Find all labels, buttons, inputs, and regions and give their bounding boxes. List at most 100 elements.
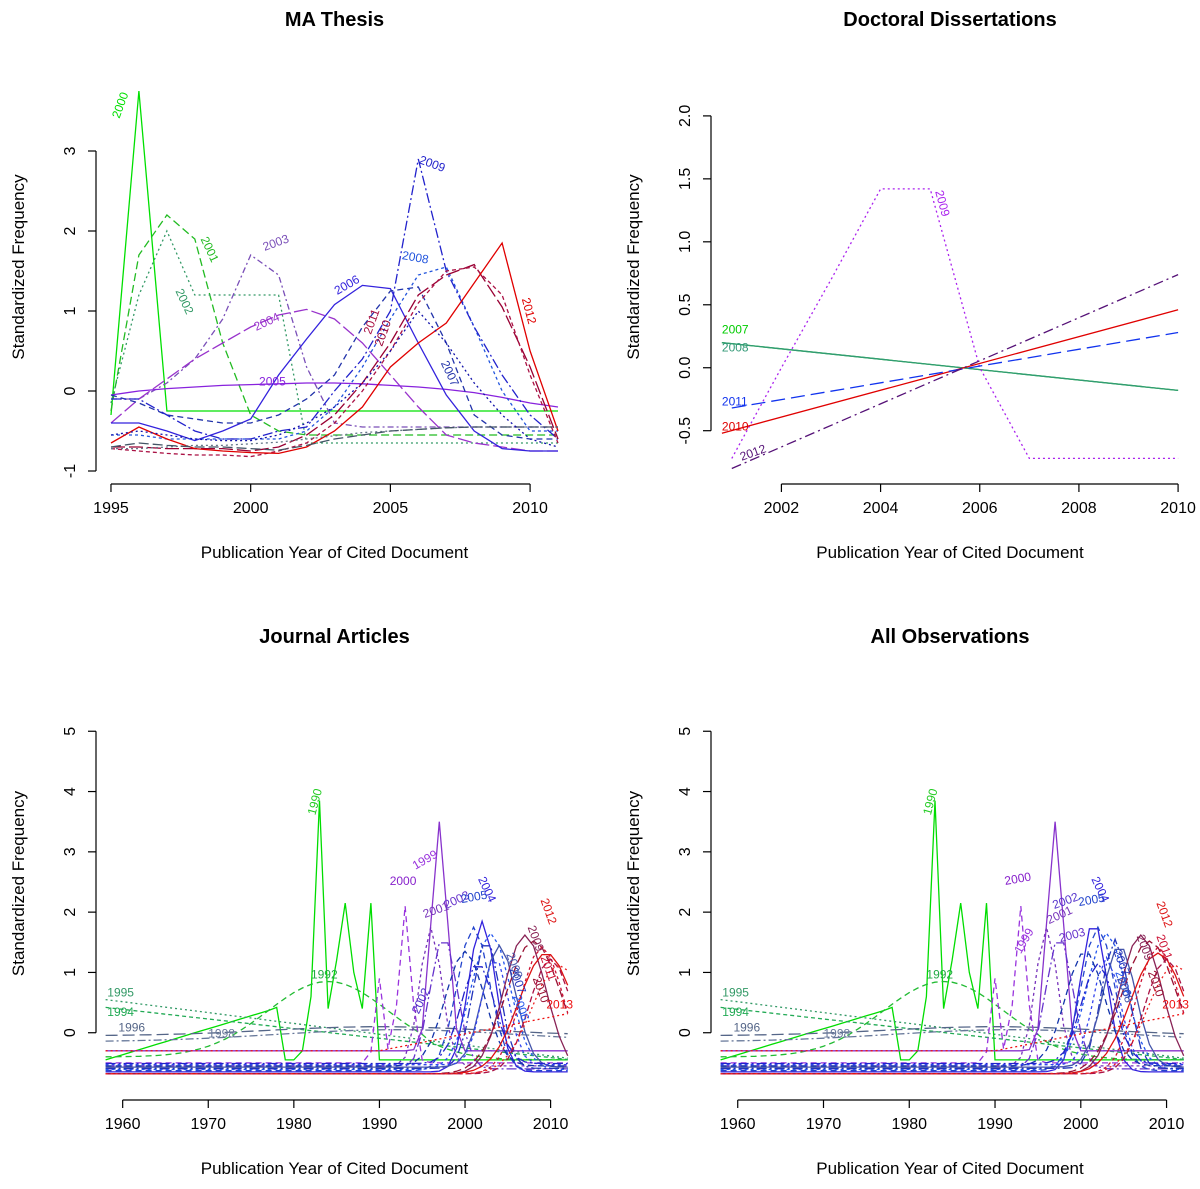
series-line-2009 bbox=[731, 188, 1179, 460]
series-label: 2001 bbox=[198, 234, 222, 264]
series-line-2010 bbox=[111, 263, 559, 452]
panel-title: All Observations bbox=[871, 626, 1030, 648]
y-tick-label: 0 bbox=[677, 1028, 694, 1037]
series-line bbox=[110, 309, 559, 448]
series-line bbox=[110, 426, 558, 451]
y-tick-label: 4 bbox=[62, 787, 79, 796]
y-tick-label: 2 bbox=[62, 908, 79, 917]
x-tick-label: 2006 bbox=[962, 500, 998, 517]
y-tick-label: -0.5 bbox=[677, 417, 694, 445]
series-label: 1994 bbox=[107, 1005, 134, 1019]
y-tick-label: 0 bbox=[62, 386, 79, 395]
x-tick-label: 1970 bbox=[806, 1116, 842, 1133]
series-label: 2007 bbox=[722, 323, 749, 337]
series-line bbox=[105, 1029, 568, 1042]
series-line-2004 bbox=[110, 308, 558, 452]
panel-title: MA Thesis bbox=[285, 9, 384, 31]
x-tick-label: 1960 bbox=[105, 1116, 141, 1133]
series-label: 1995 bbox=[107, 986, 134, 1000]
series-line bbox=[105, 962, 568, 1066]
y-tick-label: 2 bbox=[62, 226, 79, 235]
y-tick-label: 3 bbox=[62, 847, 79, 856]
series-line-2001 bbox=[110, 214, 558, 436]
panel-1: MA Thesis 1995 2000 2005 2010 -1 0 1 2 3 Publicati… bbox=[9, 9, 559, 562]
series-line bbox=[105, 964, 569, 1075]
series-line bbox=[105, 1026, 568, 1037]
series-line bbox=[105, 800, 568, 1061]
x-tick-label: 2010 bbox=[533, 1116, 569, 1133]
series-line bbox=[720, 937, 1184, 1069]
y-tick-label: 2.0 bbox=[677, 105, 694, 127]
series-line-2011 bbox=[110, 266, 559, 458]
y-tick-label: 1 bbox=[62, 968, 79, 977]
series-line-2012 bbox=[110, 241, 559, 455]
x-tick-label: 2002 bbox=[764, 500, 800, 517]
panel-2: Doctoral Dissertations 2002 2004 2006 2008 20… bbox=[624, 9, 1196, 562]
x-tick-label: 2000 bbox=[447, 1116, 483, 1133]
x-tick-label: 2005 bbox=[373, 500, 409, 517]
series-label: 1999 bbox=[1011, 925, 1037, 955]
x-axis-label: Publication Year of Cited Document bbox=[201, 543, 469, 562]
series-label: 2009 bbox=[932, 189, 953, 219]
x-tick-label: 2008 bbox=[1061, 500, 1097, 517]
series-line-2006 bbox=[111, 284, 558, 452]
series-line bbox=[105, 943, 568, 1068]
series-label: 2000 bbox=[1003, 869, 1032, 887]
series-label: 1992 bbox=[926, 967, 953, 981]
x-tick-label: 1970 bbox=[190, 1116, 226, 1133]
y-axis-label: Standardized Frequency bbox=[9, 790, 28, 976]
x-axis-label: Publication Year of Cited Document bbox=[816, 1159, 1084, 1178]
series-line bbox=[720, 955, 1184, 1066]
series-label: 2012 bbox=[738, 441, 768, 463]
x-tick-label: 1990 bbox=[362, 1116, 398, 1133]
series-label: 2006 bbox=[332, 272, 362, 298]
series-label: 2008 bbox=[722, 340, 749, 354]
series-line bbox=[720, 964, 1185, 1075]
series-label: 2008 bbox=[401, 248, 430, 266]
y-tick-label: 1 bbox=[62, 306, 79, 315]
series-label: 2003 bbox=[261, 231, 291, 253]
y-tick-label: 0 bbox=[62, 1028, 79, 1037]
series-label: 1990 bbox=[920, 787, 941, 817]
series-label: 2005 bbox=[259, 374, 286, 388]
series-label: 2013 bbox=[546, 998, 573, 1012]
series-line-2008 bbox=[721, 341, 1179, 392]
series-line bbox=[720, 927, 1184, 1067]
series-line-2005 bbox=[110, 382, 559, 408]
series-line-2011 bbox=[731, 331, 1179, 409]
series-line bbox=[720, 958, 1185, 1075]
x-tick-label: 2010 bbox=[1149, 1116, 1185, 1133]
x-axis-label: Publication Year of Cited Document bbox=[201, 1159, 469, 1178]
series-line bbox=[720, 953, 1184, 1067]
series-label: 1998 bbox=[823, 1027, 850, 1041]
series-label: 2010 bbox=[722, 420, 749, 434]
series-label: 2000 bbox=[109, 90, 131, 120]
series-line bbox=[105, 925, 568, 1072]
series-label: 2012 bbox=[538, 896, 560, 926]
series-line-2008 bbox=[111, 266, 558, 440]
panel-title: Journal Articles bbox=[259, 626, 409, 648]
series-label: 2011 bbox=[722, 395, 748, 409]
series-line-2012 bbox=[731, 274, 1179, 470]
x-tick-label: 1995 bbox=[93, 500, 129, 517]
series-label: 2003 bbox=[1057, 925, 1087, 946]
series-line bbox=[105, 945, 568, 1069]
y-tick-label: 0.0 bbox=[677, 357, 694, 379]
series-label: 1994 bbox=[722, 1005, 749, 1019]
series-label: 1996 bbox=[118, 1021, 145, 1035]
x-tick-label: 1960 bbox=[720, 1116, 756, 1133]
y-tick-label: 5 bbox=[677, 727, 694, 736]
series-line bbox=[720, 1029, 1184, 1042]
series-line bbox=[720, 1013, 1184, 1052]
y-axis-label: Standardized Frequency bbox=[624, 174, 643, 360]
y-tick-label: 3 bbox=[677, 847, 694, 856]
series-label: 1990 bbox=[305, 787, 326, 817]
series-line-2009 bbox=[111, 158, 559, 440]
x-tick-label: 2010 bbox=[512, 500, 548, 517]
y-axis-label: Standardized Frequency bbox=[624, 790, 643, 976]
panel-3: Journal Articles 1960 1970 1980 1990 2000 2010… bbox=[9, 626, 573, 1178]
series-line bbox=[105, 918, 568, 1073]
series-line bbox=[720, 980, 1184, 1061]
y-tick-label: 3 bbox=[62, 146, 79, 155]
